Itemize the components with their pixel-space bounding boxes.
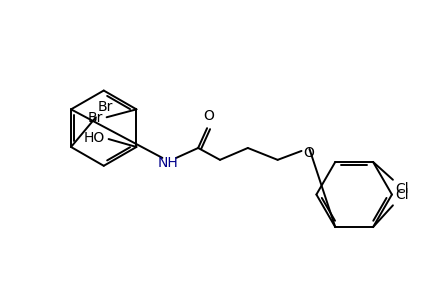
Text: Br: Br [98, 100, 113, 114]
Text: Cl: Cl [395, 182, 408, 196]
Text: Br: Br [87, 111, 103, 125]
Text: Cl: Cl [395, 188, 408, 202]
Text: HO: HO [83, 131, 105, 145]
Text: O: O [303, 146, 315, 160]
Text: NH: NH [158, 156, 179, 170]
Text: O: O [204, 109, 214, 123]
